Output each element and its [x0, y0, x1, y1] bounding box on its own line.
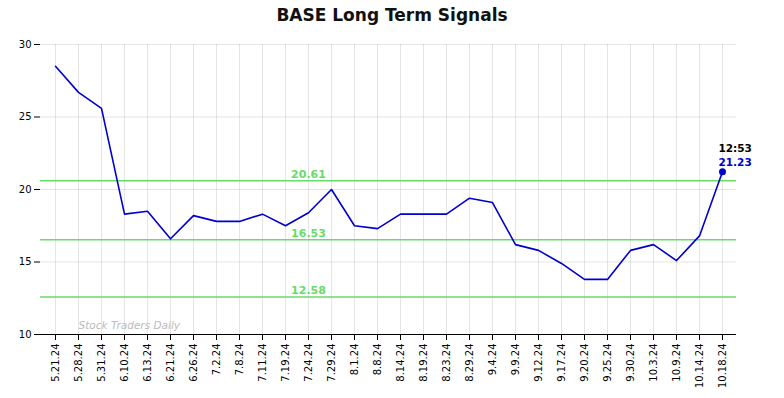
svg-text:10.18.24: 10.18.24: [717, 344, 728, 389]
svg-text:12.58: 12.58: [291, 284, 326, 297]
svg-text:8.14.24: 8.14.24: [395, 344, 406, 382]
html-text:BASE Long Term Signals: BASE Long Term Signals: [276, 5, 508, 25]
svg-text:9.12.24: 9.12.24: [533, 344, 544, 382]
svg-text:30: 30: [19, 39, 32, 50]
svg-text:25: 25: [19, 111, 32, 122]
svg-text:8.19.24: 8.19.24: [418, 344, 429, 382]
svg-text:15: 15: [19, 256, 32, 267]
svg-text:12:53: 12:53: [719, 142, 752, 154]
svg-text:8.23.24: 8.23.24: [441, 344, 452, 382]
svg-text:6.21.24: 6.21.24: [165, 344, 176, 382]
svg-text:8.1.24: 8.1.24: [349, 344, 360, 376]
svg-text:5.31.24: 5.31.24: [96, 344, 107, 382]
svg-text:10.9.24: 10.9.24: [671, 344, 682, 382]
svg-text:9.17.24: 9.17.24: [556, 344, 567, 382]
svg-text:20: 20: [19, 184, 32, 195]
svg-text:7.19.24: 7.19.24: [280, 344, 291, 382]
svg-text:6.13.24: 6.13.24: [142, 344, 153, 382]
svg-text:20.61: 20.61: [291, 168, 326, 181]
svg-text:8.8.24: 8.8.24: [372, 344, 383, 376]
svg-text:10.3.24: 10.3.24: [648, 344, 659, 382]
svg-text:16.53: 16.53: [291, 227, 326, 240]
svg-text:6.26.24: 6.26.24: [188, 344, 199, 382]
svg-text:9.4.24: 9.4.24: [487, 344, 498, 376]
svg-text:9.30.24: 9.30.24: [625, 344, 636, 382]
svg-text:10.14.24: 10.14.24: [694, 344, 705, 389]
svg-text:9.25.24: 9.25.24: [602, 344, 613, 382]
svg-text:8.29.24: 8.29.24: [464, 344, 475, 382]
svg-text:Stock Traders Daily: Stock Traders Daily: [79, 319, 181, 331]
svg-text:6.10.24: 6.10.24: [119, 344, 130, 382]
svg-text:7.29.24: 7.29.24: [326, 344, 337, 382]
svg-text:7.24.24: 7.24.24: [303, 344, 314, 382]
svg-text:9.9.24: 9.9.24: [510, 344, 521, 376]
svg-text:21.23: 21.23: [719, 156, 752, 168]
svg-text:7.2.24: 7.2.24: [211, 344, 222, 376]
svg-text:7.8.24: 7.8.24: [234, 344, 245, 376]
svg-text:9.20.24: 9.20.24: [579, 344, 590, 382]
svg-text:5.28.24: 5.28.24: [73, 344, 84, 382]
svg-text:7.11.24: 7.11.24: [257, 344, 268, 382]
svg-text:5.21.24: 5.21.24: [50, 344, 61, 382]
svg-text:10: 10: [19, 329, 32, 340]
